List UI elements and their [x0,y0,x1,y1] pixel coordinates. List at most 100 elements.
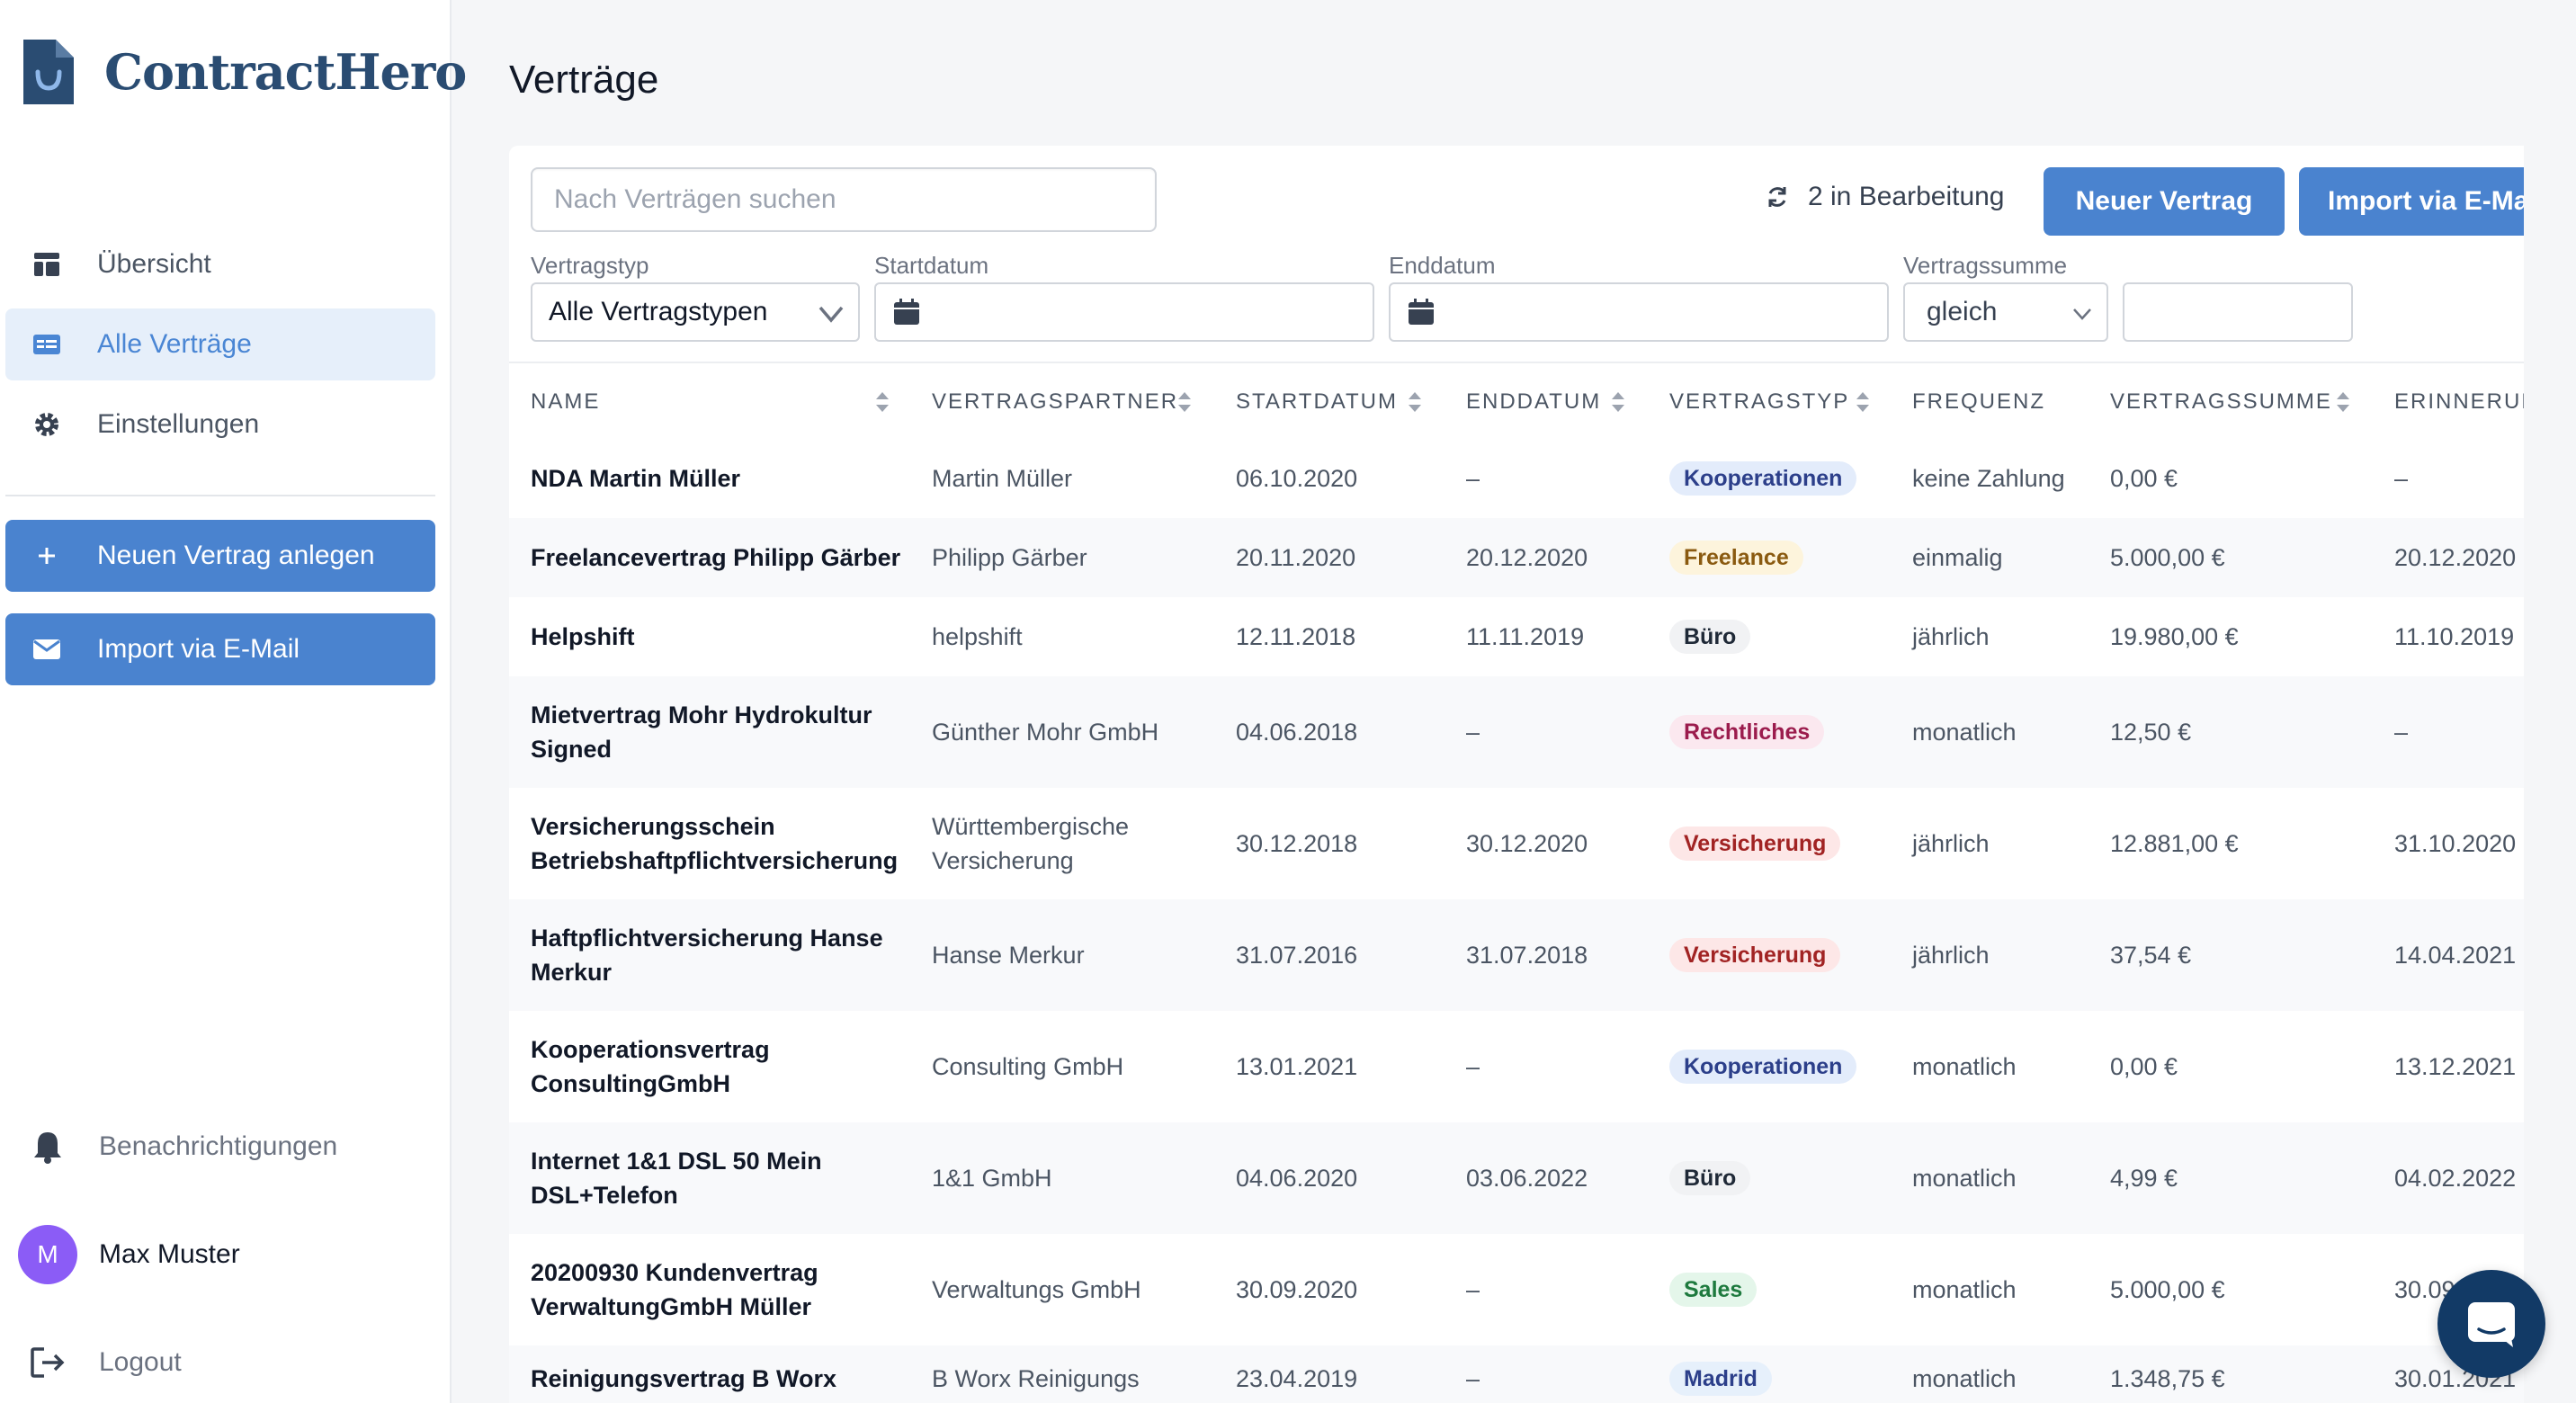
cell-text: – [1466,1053,1480,1080]
contracts-list-icon [29,334,65,355]
cell-name: Reinigungsvertrag B Worx [531,1345,908,1403]
cell-partner: Consulting GmbH [932,1011,1202,1122]
cell-reminder: – [2394,676,2524,788]
new-contract-sidebar-button[interactable]: Neuen Vertrag anlegen [5,520,435,592]
cell-text: 19.980,00 € [2110,623,2239,650]
cell-text: Haftpflichtversicherung Hanse Merkur [531,925,883,986]
cell-text: 23.04.2019 [1236,1365,1358,1392]
cell-text: – [1466,1276,1480,1303]
cell-reminder: – [2394,439,2524,518]
cell-text: 0,00 € [2110,1053,2178,1080]
table-row[interactable]: Helpshift helpshift 12.11.2018 11.11.2019 Bü… [509,597,2524,676]
type-badge: Freelance [1669,541,1803,575]
cell-text: Internet 1&1 DSL 50 Mein DSL+Telefon [531,1148,822,1209]
column-header-partner[interactable]: VERTRAGSPARTNER [932,363,1178,441]
column-header-reminder[interactable]: ERINNERUNG [2394,363,2524,441]
cell-end: 31.07.2018 [1466,899,1664,1011]
cell-text: 1.348,75 € [2110,1365,2225,1392]
cell-text: 37,54 € [2110,942,2192,969]
column-header-end[interactable]: ENDDATUM [1466,363,1601,441]
in-work-indicator[interactable]: 2 in Bearbeitung [1765,182,2005,212]
column-header-start[interactable]: STARTDATUM [1236,363,1398,441]
type-badge: Sales [1669,1273,1758,1307]
sum-value-input[interactable] [2123,282,2353,342]
search-placeholder: Nach Verträgen suchen [554,184,836,214]
cell-text: jährlich [1912,830,1990,857]
new-contract-label: Neuer Vertrag [2075,186,2253,216]
cell-text: 20.12.2020 [1466,544,1588,571]
notifications-link[interactable]: Benachrichtigungen [18,1117,337,1176]
table-row[interactable]: Freelancevertrag Philipp Gärber Philipp G… [509,518,2524,597]
sidebar-item-settings[interactable]: Einstellungen [5,389,435,460]
table-row[interactable]: Haftpflichtversicherung Hanse Merkur Hans… [509,899,2524,1011]
chat-icon [2468,1302,2515,1347]
sidebar-item-all-contracts[interactable]: Alle Verträge [5,308,435,380]
sort-icon[interactable] [1855,390,1871,414]
end-date-input[interactable] [1389,282,1889,342]
table-row[interactable]: Mietvertrag Mohr Hydrokultur Signed Günth… [509,676,2524,788]
sort-icon[interactable] [1176,390,1193,414]
cell-text: Freelancevertrag Philipp Gärber [531,544,901,571]
table-row[interactable]: Kooperationsvertrag ConsultingGmbH Consul… [509,1011,2524,1122]
table-row[interactable]: Internet 1&1 DSL 50 Mein DSL+Telefon 1&1 … [509,1122,2524,1234]
cell-reminder: 11.10.2019 [2394,597,2524,676]
user-profile[interactable]: M Max Muster [18,1225,240,1284]
column-header-frequency[interactable]: FREQUENZ [1912,363,2045,441]
dashboard-icon [29,251,65,278]
plus-icon [29,546,65,566]
cell-text: Helpshift [531,623,635,650]
column-header-type[interactable]: VERTRAGSTYP [1669,363,1849,441]
sort-icon[interactable] [1407,390,1423,414]
cell-text: 4,99 € [2110,1165,2178,1192]
type-badge: Rechtliches [1669,715,1825,749]
sort-icon[interactable] [2335,390,2351,414]
cell-end: 30.12.2020 [1466,788,1664,899]
search-input[interactable]: Nach Verträgen suchen [531,167,1157,232]
logout-link[interactable]: Logout [18,1333,182,1392]
import-email-button[interactable]: Import via E-Mail [2299,167,2524,236]
cell-start: 30.12.2018 [1236,788,1452,899]
cell-text: Philipp Gärber [932,544,1087,571]
cell-text: 11.11.2019 [1466,623,1585,650]
table-row[interactable]: Versicherungsschein Betriebshaftpflichtv… [509,788,2524,899]
cell-partner: Verwaltungs GmbH [932,1234,1202,1345]
column-header-label: FREQUENZ [1912,389,2045,414]
column-header-sum[interactable]: VERTRAGSSUMME [2110,363,2332,441]
cell-text: Günther Mohr GmbH [932,719,1159,746]
filter-start-label: Startdatum [874,252,989,279]
cell-name: 20200930 Kundenvertrag VerwaltungGmbH Mü… [531,1234,908,1345]
import-email-sidebar-button[interactable]: Import via E-Mail [5,613,435,685]
logo[interactable]: ContractHero [20,36,467,108]
sidebar-item-overview[interactable]: Übersicht [5,228,435,300]
sum-operator-select[interactable]: gleich [1903,282,2108,342]
cell-partner: B Worx Reinigungs [932,1345,1202,1403]
cell-name: Haftpflichtversicherung Hanse Merkur [531,899,908,1011]
page-title: Verträge [509,58,659,102]
table-row[interactable]: 20200930 Kundenvertrag VerwaltungGmbH Mü… [509,1234,2524,1345]
cell-partner: helpshift [932,597,1202,676]
table-row[interactable]: Reinigungsvertrag B Worx B Worx Reinigung… [509,1345,2524,1403]
cell-partner: Hanse Merkur [932,899,1202,1011]
cell-end: – [1466,1234,1664,1345]
contract-type-select[interactable]: Alle Vertragstypen [531,282,860,342]
cell-type: Versicherung [1669,899,1903,1011]
sum-operator-value: gleich [1927,297,1998,326]
cell-text: 30.12.2018 [1236,830,1358,857]
sort-icon[interactable] [874,390,890,414]
column-header-name[interactable]: NAME [531,363,600,441]
cell-text: 20.12.2020 [2394,544,2517,571]
filter-sum-label: Vertragssumme [1903,252,2068,279]
cell-partner: Günther Mohr GmbH [932,676,1202,788]
cell-frequency: einmalig [1912,518,2101,597]
chat-widget-button[interactable] [2437,1270,2545,1378]
cell-type: Kooperationen [1669,439,1903,518]
sort-icon[interactable] [1610,390,1626,414]
start-date-input[interactable] [874,282,1374,342]
table-row[interactable]: NDA Martin Müller Martin Müller 06.10.2020… [509,439,2524,518]
cell-text: 30.09.2020 [1236,1276,1358,1303]
cell-text: 04.02.2022 [2394,1165,2517,1192]
new-contract-button[interactable]: Neuer Vertrag [2044,167,2285,236]
cell-text: 13.12.2021 [2394,1053,2517,1080]
cell-text: – [1466,1365,1480,1392]
cell-text: keine Zahlung [1912,465,2065,492]
